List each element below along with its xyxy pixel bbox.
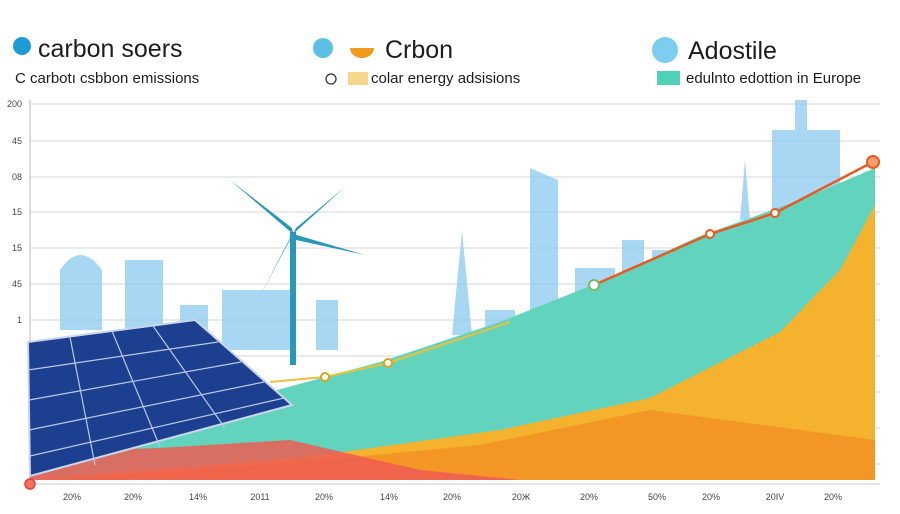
x-tick-label: 20IV: [766, 492, 785, 502]
x-tick-label: 20%: [580, 492, 598, 502]
skyline: [60, 100, 840, 350]
red-area: [30, 440, 520, 480]
y-tick-label: 15: [12, 243, 22, 253]
x-tick-label: 20%: [702, 492, 720, 502]
legend-label: carbon soers: [38, 35, 183, 63]
y-tick-label: 1: [17, 315, 22, 325]
orange-area: [30, 205, 875, 480]
x-tick-label: 14%: [189, 492, 207, 502]
yellow-line: [269, 321, 511, 383]
legend-label: colar energy adsisions: [371, 70, 520, 87]
legend-label: Adostile: [688, 37, 777, 65]
orange-line: [593, 160, 874, 287]
y-tick-label: 45: [12, 279, 22, 289]
orange-lower-area: [30, 410, 875, 480]
wind-turbine: [230, 180, 365, 365]
x-tick-label: 20%: [124, 492, 142, 502]
x-tick-label: 20Ж: [512, 492, 531, 502]
x-tick-label: 20%: [315, 492, 333, 502]
x-tick-label: 50%: [648, 492, 666, 502]
legend: [13, 37, 680, 85]
y-tick-label: 45: [12, 136, 22, 146]
x-tick-label: 20%: [443, 492, 461, 502]
y-tick-label: 15: [12, 207, 22, 217]
y-tick-label: 08: [12, 172, 22, 182]
x-tick-label: 20%: [824, 492, 842, 502]
legend-label: C carbotı csbbon emissions: [15, 70, 199, 87]
legend-label: Crbon: [385, 36, 453, 64]
legend-label: edulnto edottion in Europe: [686, 70, 861, 87]
x-tick-label: 14%: [380, 492, 398, 502]
solar-panel: [26, 318, 295, 478]
x-tick-label: 2011: [250, 492, 269, 502]
x-tick-label: 20%: [63, 492, 81, 502]
y-tick-label: 200: [7, 99, 22, 109]
markers: [24, 155, 880, 490]
labels: carbon soers Crbon Adostile C carbotı csbbo…: [7, 35, 861, 502]
